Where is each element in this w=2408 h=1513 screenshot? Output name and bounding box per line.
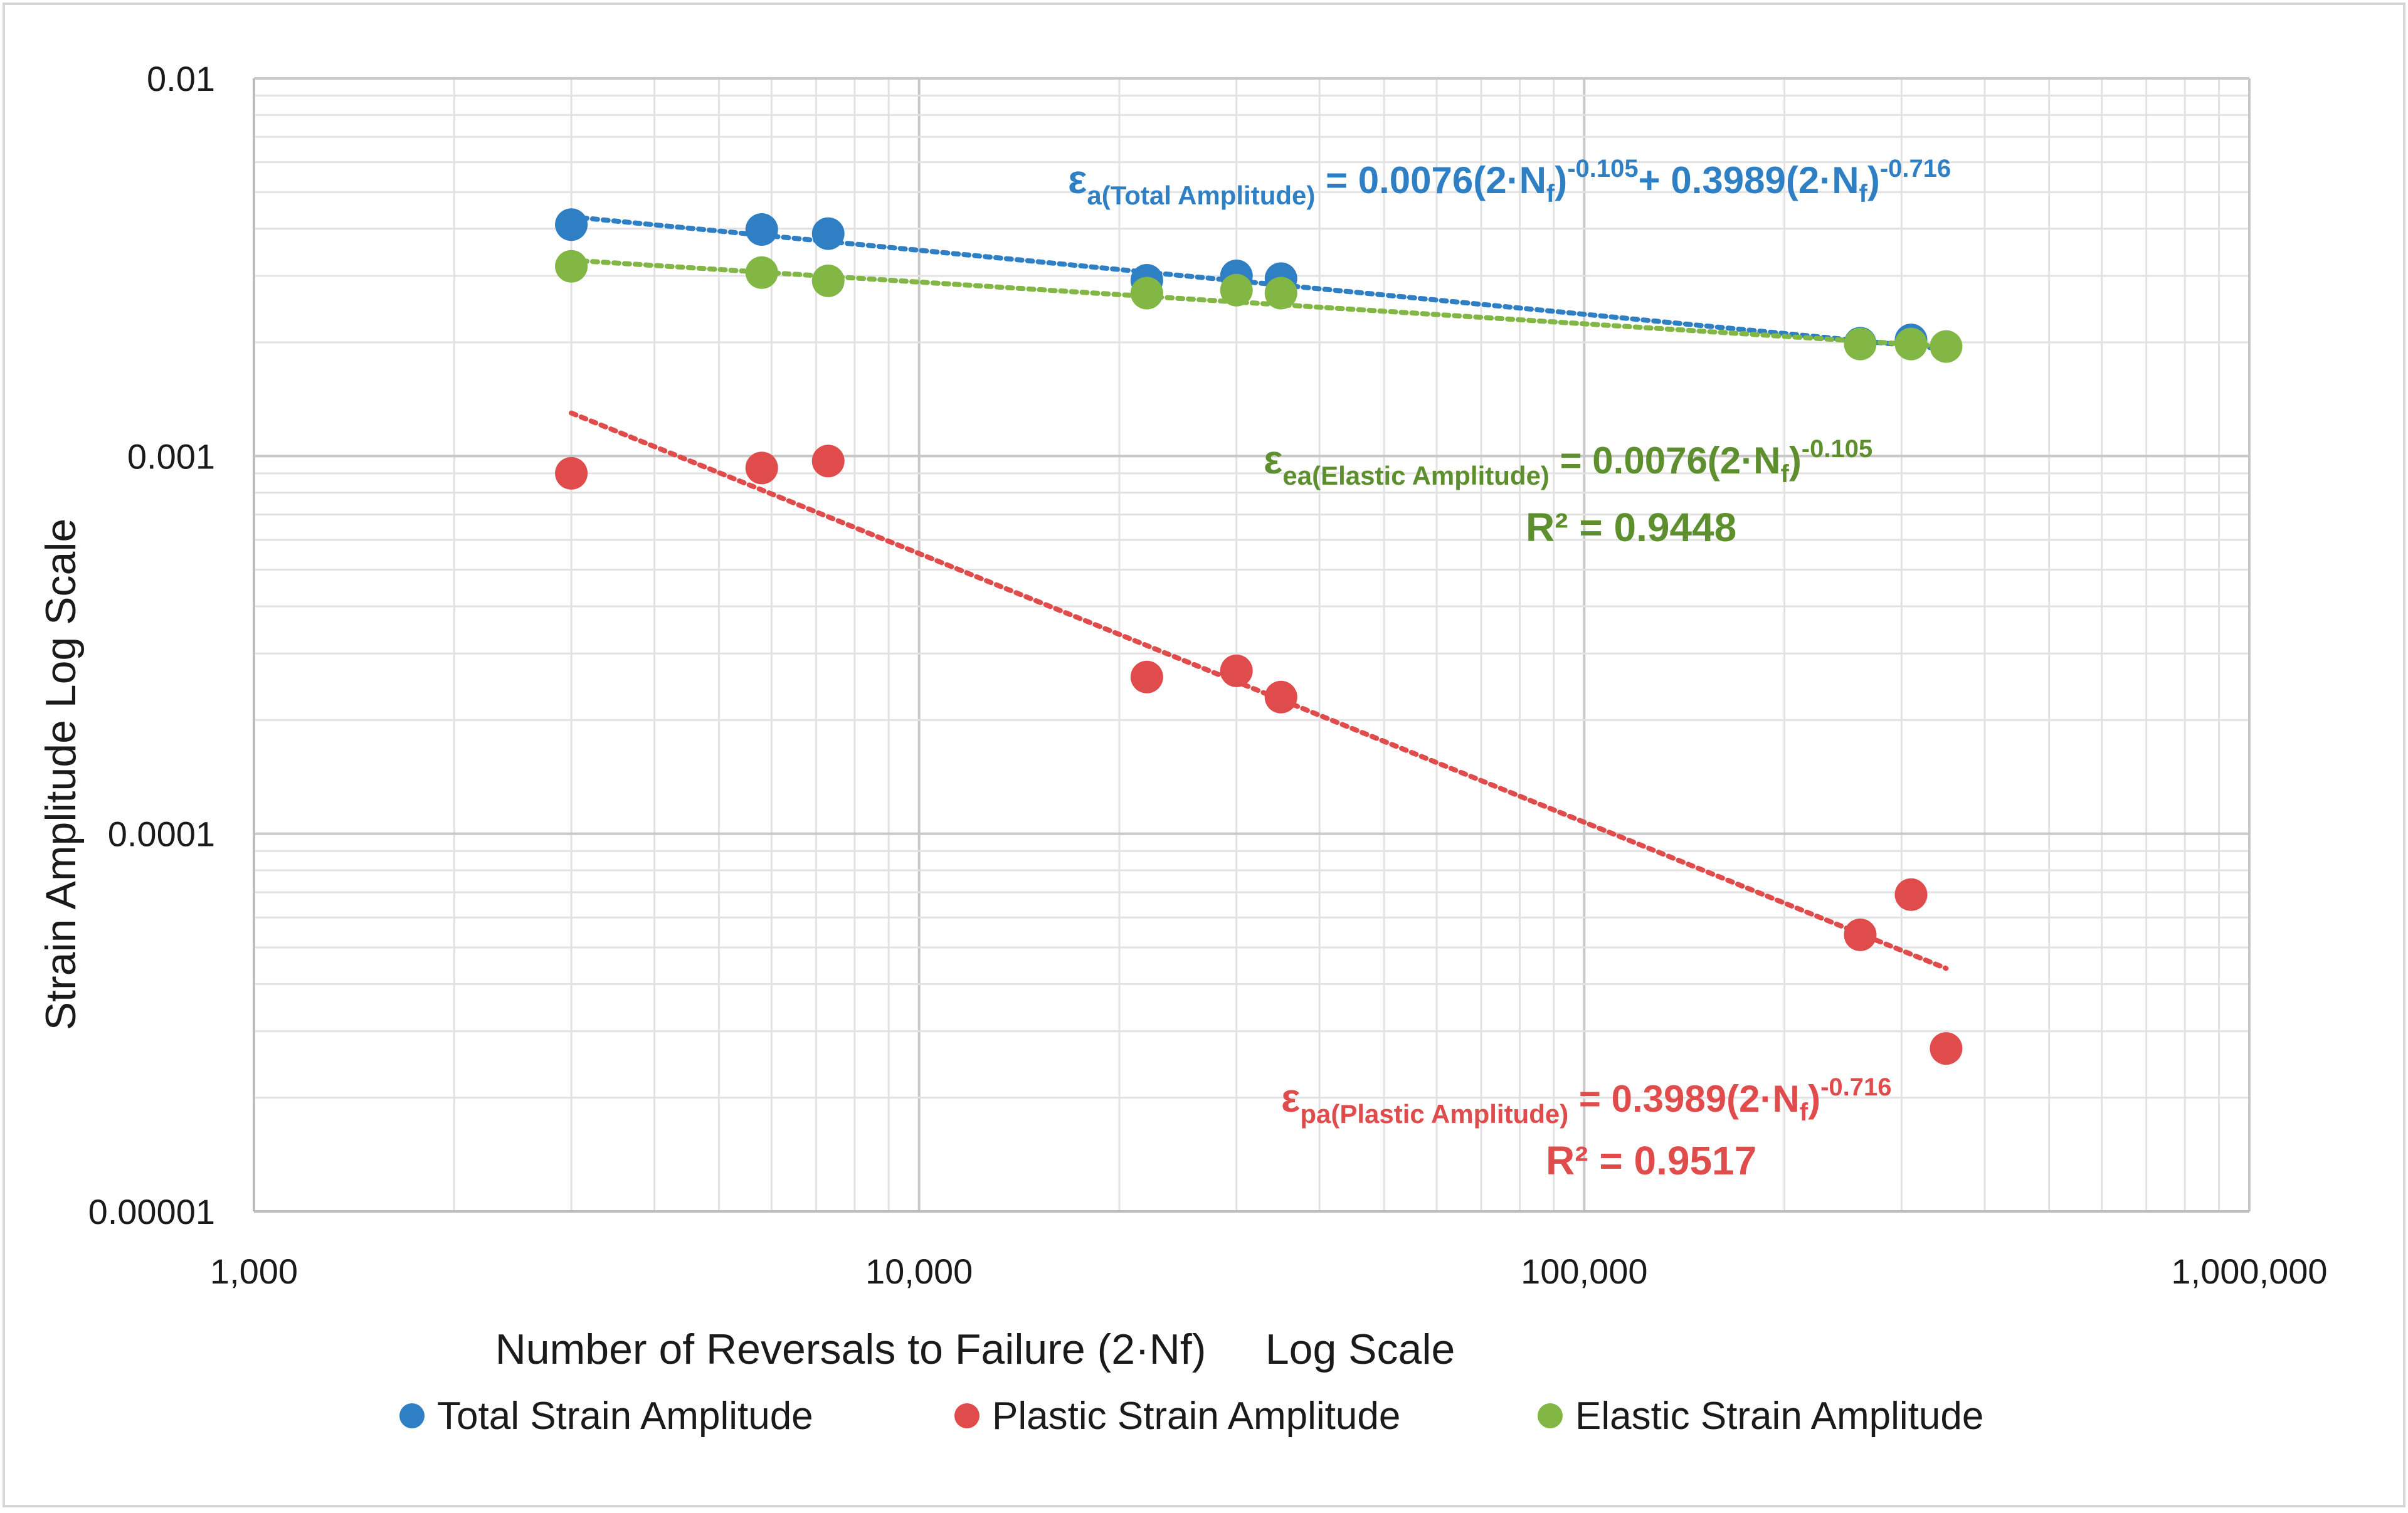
plastic-eq-sub: pa(Plastic Amplitude) bbox=[1300, 1099, 1568, 1129]
plastic-strain-amplitude-trendline bbox=[569, 410, 1949, 971]
total-eq-subf2: f bbox=[1859, 180, 1868, 208]
total-eq-subf1: f bbox=[1546, 180, 1555, 208]
y-tick-label: 0.0001 bbox=[108, 814, 215, 854]
x-tick-label: 10,000 bbox=[865, 1252, 973, 1291]
plastic-strain-amplitude-point bbox=[1264, 680, 1297, 714]
y-tick-label: 0.001 bbox=[127, 436, 215, 476]
total-eq-exp2: -0.716 bbox=[1880, 155, 1951, 182]
legend-marker-total bbox=[399, 1403, 425, 1428]
plastic-strain-amplitude-point bbox=[1844, 918, 1877, 951]
trendlines bbox=[569, 214, 1949, 971]
elastic-strain-amplitude-point bbox=[811, 264, 845, 297]
total-eq-text1: = 0.0076(2·N bbox=[1315, 159, 1546, 201]
elastic-r2: R² = 0.9448 bbox=[1526, 505, 1736, 550]
elastic-eq-symbol: ε bbox=[1264, 437, 1282, 482]
plastic-strain-amplitude-point bbox=[811, 445, 845, 478]
elastic-eq-sub: ea(Elastic Amplitude) bbox=[1282, 461, 1550, 490]
legend-label-total: Total Strain Amplitude bbox=[437, 1394, 813, 1438]
plastic-strain-amplitude-point bbox=[1930, 1032, 1963, 1065]
plastic-eq-text1: = 0.3989(2·N bbox=[1568, 1078, 1800, 1120]
total-strain-amplitude-point bbox=[555, 208, 588, 241]
elastic-strain-amplitude-point bbox=[1220, 273, 1253, 307]
total-eq-close1: ) bbox=[1555, 159, 1567, 201]
elastic-strain-amplitude-point bbox=[1894, 327, 1928, 361]
elastic-strain-amplitude-point bbox=[745, 256, 778, 289]
total-strain-amplitude-point bbox=[811, 217, 845, 250]
elastic-strain-amplitude-point bbox=[555, 250, 588, 283]
x-tick-label: 1,000 bbox=[210, 1252, 298, 1291]
total-eq-text2: + 0.3989(2·N bbox=[1639, 159, 1859, 201]
x-axis-title: Number of Reversals to Failure (2·Nf) Lo… bbox=[495, 1326, 1455, 1373]
elastic-eq-subf: f bbox=[1780, 460, 1789, 488]
total-strain-amplitude-trendline bbox=[569, 214, 1949, 352]
y-axis-title: Strain Amplitude Log Scale bbox=[37, 519, 85, 1031]
data-points bbox=[555, 208, 1963, 1065]
x-tick-label: 100,000 bbox=[1521, 1252, 1647, 1291]
elastic-eq-text1: = 0.0076(2·N bbox=[1550, 440, 1781, 482]
plastic-strain-amplitude-point bbox=[1894, 878, 1928, 911]
total-equation: εa(Total Amplitude) = 0.0076(2·Nf)-0.105… bbox=[1068, 155, 1951, 210]
chart-border bbox=[3, 3, 2405, 1507]
plastic-strain-amplitude-point bbox=[1220, 654, 1253, 687]
plastic-strain-amplitude-point bbox=[745, 451, 778, 485]
y-tick-label: 0.01 bbox=[147, 59, 215, 98]
legend-marker-plastic bbox=[954, 1403, 980, 1428]
plastic-eq-exp: -0.716 bbox=[1820, 1073, 1891, 1101]
elastic-eq-exp: -0.105 bbox=[1802, 435, 1872, 463]
total-eq-symbol: ε bbox=[1068, 157, 1087, 202]
elastic-eq-close: ) bbox=[1789, 440, 1802, 482]
elastic-strain-amplitude-point bbox=[1264, 277, 1297, 310]
total-eq-exp1: -0.105 bbox=[1567, 155, 1638, 182]
plastic-eq-close: ) bbox=[1808, 1078, 1820, 1120]
legend: Total Strain Amplitude Plastic Strain Am… bbox=[399, 1394, 1983, 1438]
legend-label-elastic: Elastic Strain Amplitude bbox=[1575, 1394, 1983, 1438]
legend-label-plastic: Plastic Strain Amplitude bbox=[992, 1394, 1400, 1438]
tick-labels: 1,000 10,000 100,000 1,000,000 0.01 0.001 0.00… bbox=[88, 59, 2328, 1291]
plastic-strain-amplitude-point bbox=[1130, 660, 1163, 693]
total-eq-sub: a(Total Amplitude) bbox=[1087, 181, 1315, 210]
plastic-eq-symbol: ε bbox=[1281, 1075, 1300, 1120]
plastic-strain-amplitude-point bbox=[555, 456, 588, 490]
plastic-eq-subf: f bbox=[1800, 1099, 1809, 1126]
x-tick-label: 1,000,000 bbox=[2171, 1252, 2327, 1291]
legend-marker-elastic bbox=[1538, 1403, 1563, 1428]
elastic-strain-amplitude-point bbox=[1130, 277, 1163, 310]
elastic-strain-amplitude-point bbox=[1844, 327, 1877, 361]
total-eq-close2: ) bbox=[1867, 159, 1880, 201]
plastic-r2: R² = 0.9517 bbox=[1546, 1138, 1756, 1183]
y-tick-label: 0.00001 bbox=[88, 1192, 215, 1231]
elastic-strain-amplitude-point bbox=[1930, 330, 1963, 363]
total-strain-amplitude-point bbox=[745, 213, 778, 246]
plastic-equation: εpa(Plastic Amplitude) = 0.3989(2·Nf)-0.… bbox=[1281, 1073, 1892, 1129]
elastic-equation: εea(Elastic Amplitude) = 0.0076(2·Nf)-0.… bbox=[1264, 435, 1872, 490]
elastic-strain-amplitude-trendline bbox=[569, 258, 1949, 349]
